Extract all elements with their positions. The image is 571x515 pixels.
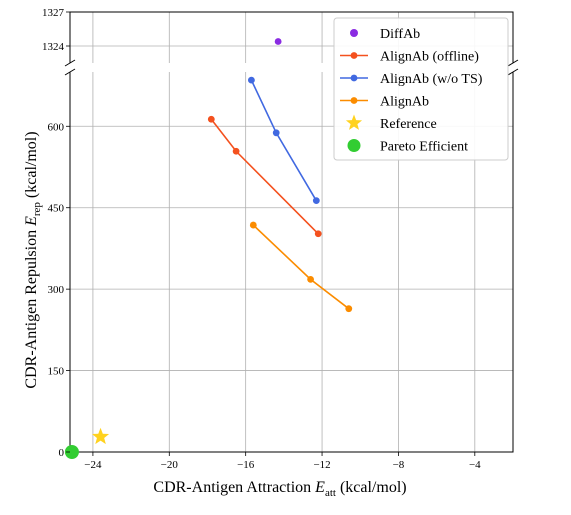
- legend-label-alignab: AlignAb: [380, 95, 429, 110]
- data-point-alignab: [345, 305, 353, 313]
- tick-layer: −24 −20 −16 −12 −8 −4 0 150 300 450 600 1324 1327: [42, 7, 481, 471]
- y-axis-label: CDR-Antigen Repulsion Erep (kcal/mol): [23, 131, 43, 388]
- legend-label-diffab: DiffAb: [380, 27, 420, 42]
- y-tick-label: 1327: [42, 7, 65, 19]
- lower-panel-frame: [69, 72, 514, 453]
- legend: DiffAb AlignAb (offline) AlignAb (w/o TS) A…: [333, 17, 509, 161]
- legend-label-pareto-efficient: Pareto Efficient: [380, 140, 468, 155]
- x-tick-label: −8: [393, 459, 405, 471]
- legend-marker-reference: [345, 114, 363, 130]
- legend-label-reference: Reference: [380, 117, 437, 132]
- data-point-alignab: [249, 221, 257, 229]
- legend-marker-pareto-efficient: [347, 139, 361, 152]
- plot-area: [64, 38, 353, 459]
- y-tick-label: 300: [48, 284, 65, 296]
- legend-label-alignab-offline: AlignAb (offline): [380, 50, 479, 65]
- axis-break-mark: [64, 59, 76, 67]
- data-point-alignab: [307, 275, 314, 283]
- legend-box: [333, 17, 509, 161]
- data-point-reference: [91, 427, 110, 445]
- legend-marker-alignab-w-o-ts: [350, 74, 358, 82]
- x-tick-label: −12: [313, 459, 330, 471]
- axis-break-mark: [64, 68, 76, 76]
- y-tick-label: 1324: [42, 41, 65, 53]
- data-point-alignab-offline: [232, 147, 240, 155]
- legend-marker-alignab-offline: [350, 52, 358, 59]
- x-axis-label: CDR-Antigen Attraction Eatt (kcal/mol): [153, 479, 406, 499]
- data-point-alignab-w-o-ts: [272, 129, 280, 137]
- upper-panel-frame: [69, 11, 514, 63]
- data-point-alignab-offline: [314, 230, 322, 238]
- x-tick-label: −20: [161, 459, 179, 471]
- x-tick-label: −24: [84, 459, 102, 471]
- y-tick-label: 450: [48, 203, 65, 215]
- legend-marker-alignab: [350, 97, 358, 104]
- axis-break-mark: [507, 59, 519, 67]
- axis-break-mark: [507, 68, 519, 76]
- data-point-pareto-efficient: [64, 445, 79, 459]
- y-tick-label: 600: [48, 121, 65, 133]
- legend-marker-diffab: [350, 29, 358, 37]
- data-point-alignab-offline: [207, 115, 215, 123]
- series-line-alignab-w-o-ts: [250, 79, 318, 202]
- legend-label-alignab-w-o-ts: AlignAb (w/o TS): [380, 72, 483, 87]
- x-tick-label: −16: [237, 459, 255, 471]
- y-tick-label: 0: [59, 447, 65, 459]
- data-point-alignab-w-o-ts: [312, 197, 320, 205]
- axes-frame: [64, 11, 519, 453]
- series-line-alignab: [252, 224, 350, 310]
- data-point-alignab-w-o-ts: [248, 76, 255, 84]
- x-tick-label: −4: [469, 459, 481, 471]
- y-tick-label: 150: [48, 366, 65, 378]
- data-point-diffab: [274, 38, 282, 45]
